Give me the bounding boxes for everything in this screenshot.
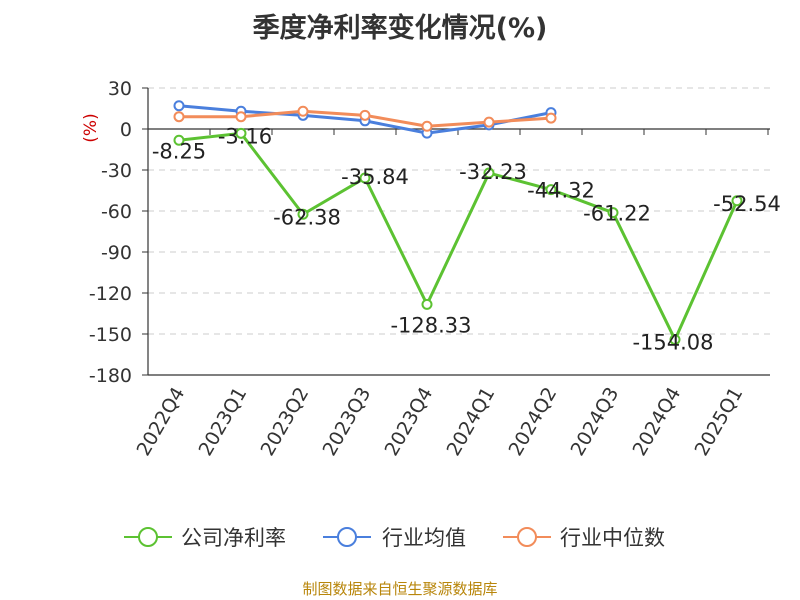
series-line xyxy=(178,131,739,342)
data-label: -8.25 xyxy=(152,139,206,163)
data-point xyxy=(235,127,247,139)
data-labels: -8.25 -3.16 -62.38-35.84 -128.33 -32.23-44.3… xyxy=(152,124,781,354)
data-label: -44.32 xyxy=(527,179,595,203)
x-tick-label: 2023Q3 xyxy=(319,384,376,460)
legend: 公司净利率 行业均值 行业中位数 xyxy=(124,526,665,550)
y-tick-label: -180 xyxy=(89,365,132,387)
data-point xyxy=(731,195,743,207)
x-tick-label: 2025Q1 xyxy=(691,384,748,460)
y-tick-label: -150 xyxy=(89,324,132,346)
legend-label: 行业均值 xyxy=(382,526,466,550)
legend-item: 行业中位数 xyxy=(503,526,665,550)
y-tick-label: -90 xyxy=(101,242,132,264)
data-point xyxy=(173,100,185,112)
data-label: -62.38 xyxy=(273,205,341,229)
data-point xyxy=(359,172,371,184)
data-point xyxy=(173,111,185,123)
chart-title: 季度净利率变化情况(%) xyxy=(252,13,548,44)
data-label: -154.08 xyxy=(632,331,713,355)
legend-swatch-marker xyxy=(337,527,357,547)
data-label: -3.16 xyxy=(218,124,272,148)
legend-swatch-marker xyxy=(517,527,537,547)
series-industry-median xyxy=(173,105,557,132)
series-layer xyxy=(173,100,743,346)
legend-label: 行业中位数 xyxy=(560,526,665,550)
x-tick-label: 2023Q2 xyxy=(257,384,314,460)
data-label: -35.84 xyxy=(341,165,409,189)
data-point xyxy=(545,112,557,124)
source-note: 制图数据来自恒生聚源数据库 xyxy=(302,580,498,598)
data-label: -61.22 xyxy=(583,202,651,226)
x-tick-label: 2023Q1 xyxy=(195,384,252,460)
data-point xyxy=(483,167,495,179)
x-tick-label: 2023Q4 xyxy=(381,384,438,460)
x-tick-label: 2024Q3 xyxy=(567,384,624,460)
x-tick-label: 2024Q2 xyxy=(505,384,562,460)
data-label: -52.54 xyxy=(713,192,781,216)
data-point xyxy=(173,134,185,146)
y-tick-label: -120 xyxy=(89,283,132,305)
x-tick-label: 2024Q4 xyxy=(629,384,686,460)
data-point xyxy=(359,109,371,121)
data-point xyxy=(421,298,433,310)
y-axis-unit: (%) xyxy=(81,113,101,142)
y-tick-label: -60 xyxy=(101,201,132,223)
x-tick-label: 2024Q1 xyxy=(443,384,500,460)
y-tick-label: 0 xyxy=(120,119,132,141)
legend-label: 公司净利率 xyxy=(181,526,286,550)
legend-item: 公司净利率 xyxy=(124,526,286,550)
data-point xyxy=(483,116,495,128)
legend-swatch-marker xyxy=(138,527,158,547)
data-point xyxy=(421,120,433,132)
legend-item: 行业均值 xyxy=(323,526,466,550)
data-point xyxy=(545,184,557,196)
data-point xyxy=(607,207,619,219)
x-tick-label: 2022Q4 xyxy=(133,384,190,460)
y-tick-label: -30 xyxy=(101,160,132,182)
y-tick-label: 30 xyxy=(108,78,132,100)
data-point xyxy=(669,334,681,346)
data-label: -128.33 xyxy=(390,313,471,337)
data-label: -32.23 xyxy=(459,160,527,184)
data-point xyxy=(297,208,309,220)
data-point xyxy=(297,105,309,117)
data-point xyxy=(235,111,247,123)
series-company xyxy=(173,127,743,346)
